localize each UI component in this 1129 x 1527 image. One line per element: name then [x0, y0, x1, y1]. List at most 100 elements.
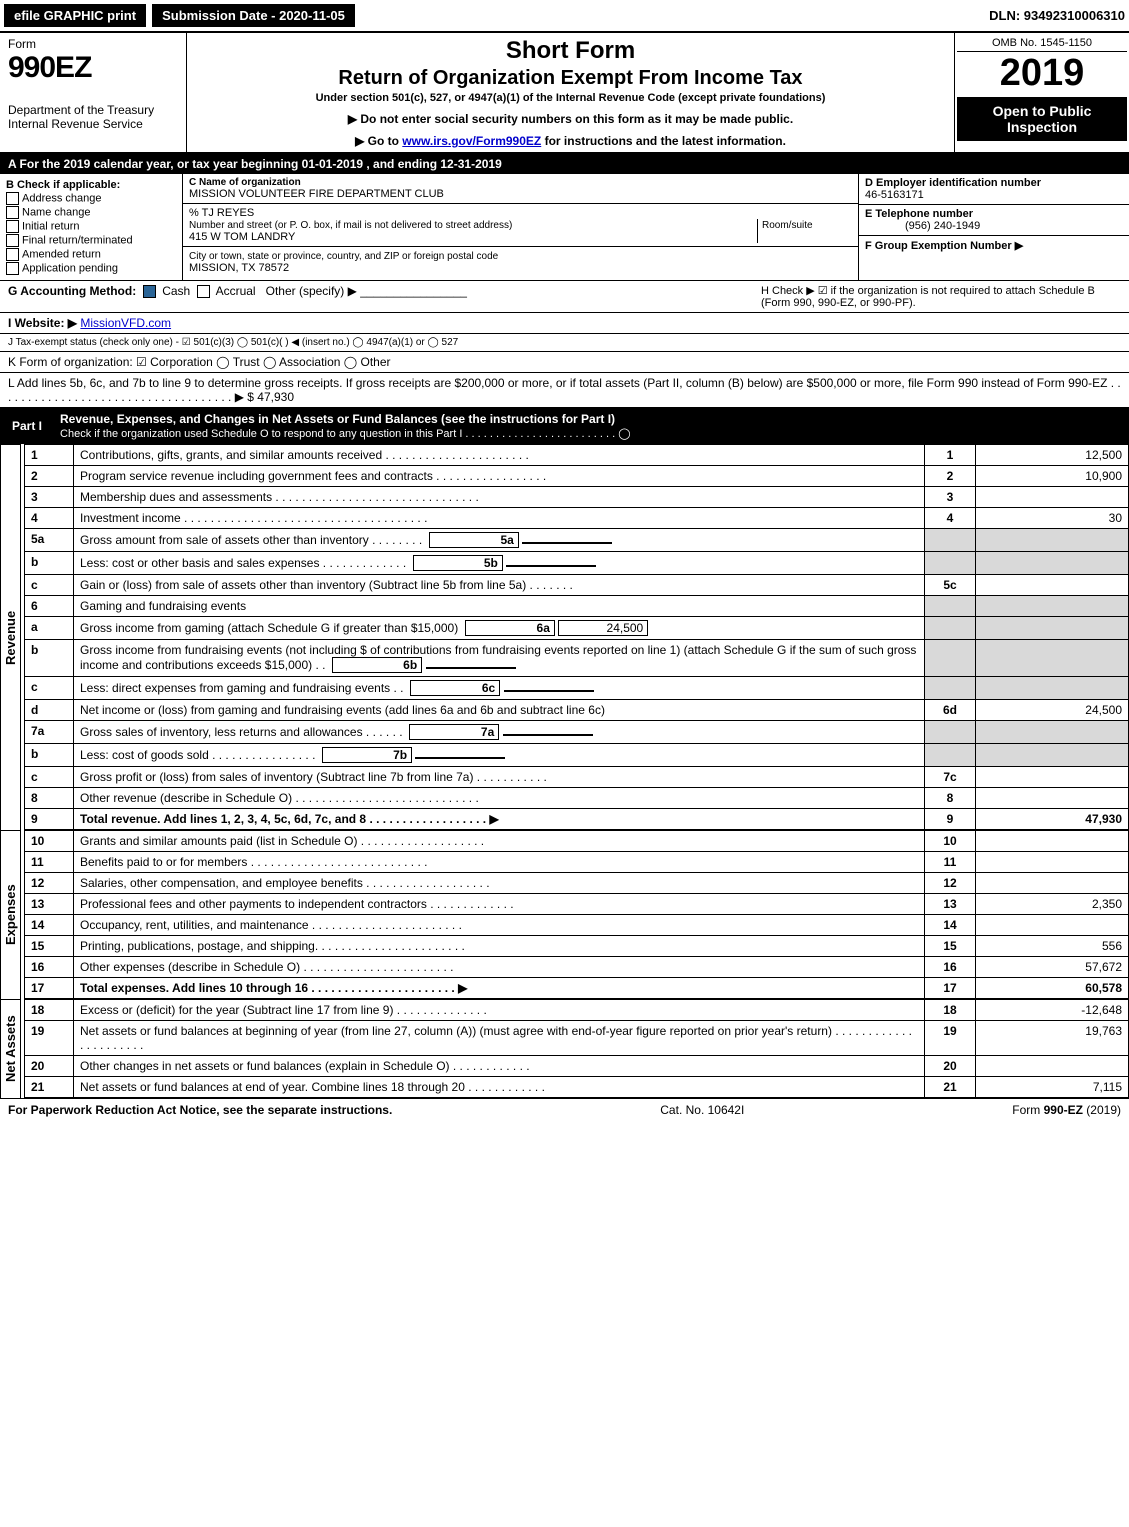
table-row: 13Professional fees and other payments t… [25, 894, 1129, 915]
table-row: cGain or (loss) from sale of assets othe… [25, 575, 1129, 596]
table-row: 2Program service revenue including gover… [25, 466, 1129, 487]
care-of: % TJ REYES [189, 207, 852, 219]
part1-label: Part I [8, 419, 46, 433]
dept-label: Department of the Treasury [8, 103, 178, 117]
part1-title: Revenue, Expenses, and Changes in Net As… [60, 412, 615, 426]
table-row: 7aGross sales of inventory, less returns… [25, 721, 1129, 744]
city-state-zip: MISSION, TX 78572 [189, 262, 289, 274]
cash-label: Cash [162, 284, 190, 298]
top-bar: efile GRAPHIC print Submission Date - 20… [0, 0, 1129, 33]
street-address: 415 W TOM LANDRY [189, 231, 295, 243]
tax-year: 2019 [957, 52, 1127, 95]
check-accrual[interactable] [197, 285, 210, 298]
street-label: Number and street (or P. O. box, if mail… [189, 220, 512, 231]
check-name-change[interactable]: Name change [22, 206, 91, 218]
part1-header: Part I Revenue, Expenses, and Changes in… [0, 408, 1129, 444]
netassets-table: 18Excess or (deficit) for the year (Subt… [24, 999, 1129, 1098]
table-row: 18Excess or (deficit) for the year (Subt… [25, 1000, 1129, 1021]
form-number: 990EZ [8, 51, 178, 85]
check-amended-return[interactable]: Amended return [22, 248, 101, 260]
table-row: 6Gaming and fundraising events [25, 596, 1129, 617]
check-initial-return[interactable]: Initial return [22, 220, 79, 232]
table-row: 5aGross amount from sale of assets other… [25, 529, 1129, 552]
row-h: H Check ▶ ☑ if the organization is not r… [761, 284, 1121, 309]
netassets-side-label: Net Assets [0, 999, 21, 1098]
check-cash[interactable] [143, 285, 156, 298]
row-j: J Tax-exempt status (check only one) - ☑… [0, 334, 1129, 352]
ssn-warning: ▶ Do not enter social security numbers o… [195, 112, 946, 126]
row-l-value: 47,930 [257, 390, 294, 404]
group-exemption-label: F Group Exemption Number ▶ [865, 240, 1023, 252]
accrual-label: Accrual [216, 284, 256, 298]
footer: For Paperwork Reduction Act Notice, see … [0, 1098, 1129, 1121]
open-to-public: Open to Public Inspection [957, 97, 1127, 141]
section-b: B Check if applicable: Address change Na… [0, 174, 183, 280]
form-header: Form 990EZ Department of the Treasury In… [0, 33, 1129, 154]
org-name: MISSION VOLUNTEER FIRE DEPARTMENT CLUB [189, 188, 852, 200]
table-row: 21Net assets or fund balances at end of … [25, 1077, 1129, 1098]
irs-link[interactable]: www.irs.gov/Form990EZ [402, 134, 541, 148]
footer-right: Form Form 990-EZ (2019)990-EZ (2019) [1012, 1103, 1121, 1117]
omb-number: OMB No. 1545-1150 [957, 35, 1127, 52]
phone-value: (956) 240-1949 [865, 220, 980, 232]
table-row: 15Printing, publications, postage, and s… [25, 936, 1129, 957]
section-b-title: B Check if applicable: [6, 179, 176, 191]
accounting-method-label: G Accounting Method: [8, 284, 136, 298]
table-row: aGross income from gaming (attach Schedu… [25, 617, 1129, 640]
table-row: 17Total expenses. Add lines 10 through 1… [25, 978, 1129, 999]
row-l: L Add lines 5b, 6c, and 7b to line 9 to … [0, 373, 1129, 408]
dln-label: DLN: 93492310006310 [989, 8, 1125, 23]
table-row: 14Occupancy, rent, utilities, and mainte… [25, 915, 1129, 936]
main-title: Return of Organization Exempt From Incom… [195, 67, 946, 90]
form-label: Form [8, 37, 178, 51]
short-form-title: Short Form [195, 37, 946, 65]
table-row: 8Other revenue (describe in Schedule O) … [25, 788, 1129, 809]
row-g-h: G Accounting Method: Cash Accrual Other … [0, 281, 1129, 313]
check-final-return[interactable]: Final return/terminated [22, 234, 133, 246]
room-label: Room/suite [762, 220, 813, 231]
row-l-text: L Add lines 5b, 6c, and 7b to line 9 to … [8, 376, 1121, 404]
website-link[interactable]: MissionVFD.com [80, 316, 171, 330]
right-info-block: D Employer identification number 46-5163… [859, 174, 1129, 280]
c-label: C Name of organization [189, 177, 852, 188]
footer-left: For Paperwork Reduction Act Notice, see … [8, 1103, 392, 1117]
table-row: 3Membership dues and assessments . . . .… [25, 487, 1129, 508]
table-row: 4Investment income . . . . . . . . . . .… [25, 508, 1129, 529]
irs-label: Internal Revenue Service [8, 117, 178, 131]
table-row: 19Net assets or fund balances at beginni… [25, 1021, 1129, 1056]
expenses-table: 10Grants and similar amounts paid (list … [24, 830, 1129, 999]
website-label: I Website: ▶ [8, 316, 77, 330]
link-prefix: ▶ Go to [355, 134, 402, 148]
table-row: bLess: cost of goods sold . . . . . . . … [25, 744, 1129, 767]
table-row: dNet income or (loss) from gaming and fu… [25, 700, 1129, 721]
table-row: 11Benefits paid to or for members . . . … [25, 852, 1129, 873]
org-info-block: B Check if applicable: Address change Na… [0, 174, 1129, 281]
submission-date-label: Submission Date - 2020-11-05 [152, 4, 355, 27]
efile-print-button[interactable]: efile GRAPHIC print [4, 4, 146, 27]
table-row: cLess: direct expenses from gaming and f… [25, 677, 1129, 700]
table-row: 12Salaries, other compensation, and empl… [25, 873, 1129, 894]
ein-label: D Employer identification number [865, 177, 1041, 189]
link-suffix: for instructions and the latest informat… [545, 134, 786, 148]
check-application-pending[interactable]: Application pending [22, 262, 118, 274]
tax-year-row: A For the 2019 calendar year, or tax yea… [0, 154, 1129, 174]
city-label: City or town, state or province, country… [189, 251, 498, 262]
check-address-change[interactable]: Address change [22, 192, 102, 204]
section-c: C Name of organization MISSION VOLUNTEER… [183, 174, 859, 280]
table-row: 1Contributions, gifts, grants, and simil… [25, 445, 1129, 466]
subtitle: Under section 501(c), 527, or 4947(a)(1)… [195, 92, 946, 104]
other-label: Other (specify) ▶ [266, 284, 357, 298]
ein-value: 46-5163171 [865, 189, 924, 201]
instructions-row: ▶ Go to www.irs.gov/Form990EZ for instru… [195, 134, 946, 148]
table-row: 10Grants and similar amounts paid (list … [25, 831, 1129, 852]
row-i: I Website: ▶ MissionVFD.com [0, 313, 1129, 334]
revenue-table: 1Contributions, gifts, grants, and simil… [24, 444, 1129, 830]
expenses-side-label: Expenses [0, 830, 21, 999]
table-row: 9Total revenue. Add lines 1, 2, 3, 4, 5c… [25, 809, 1129, 830]
phone-label: E Telephone number [865, 208, 973, 220]
footer-center: Cat. No. 10642I [660, 1103, 744, 1117]
revenue-side-label: Revenue [0, 444, 21, 830]
table-row: bLess: cost or other basis and sales exp… [25, 552, 1129, 575]
row-k: K Form of organization: ☑ Corporation ◯ … [0, 352, 1129, 373]
table-row: 16Other expenses (describe in Schedule O… [25, 957, 1129, 978]
